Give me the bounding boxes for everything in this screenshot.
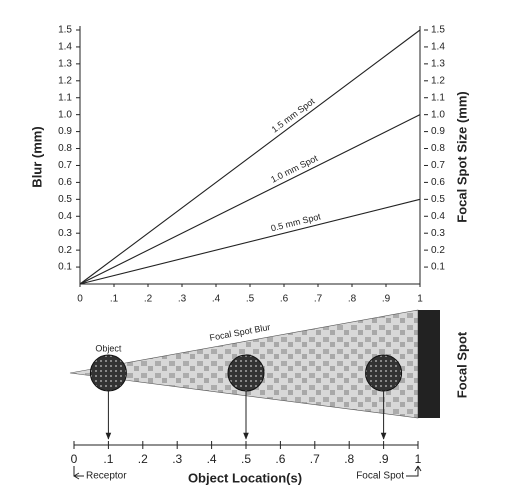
x-tick-label: .3 (172, 452, 182, 466)
y-tick-label: 0.3 (58, 228, 72, 239)
x-tick-label: .9 (382, 294, 391, 305)
x-tick-label: .4 (212, 294, 221, 305)
object-label: Object (95, 343, 122, 353)
focal-spot (418, 310, 440, 418)
y-tick-label: 1.3 (58, 59, 72, 70)
x-tick-label: 0 (77, 294, 83, 305)
y-tick-label: 0.4 (58, 211, 72, 222)
y-tick-label: 0.9 (58, 126, 72, 137)
receptor-arrow (73, 466, 84, 480)
x-tick-label: .2 (138, 452, 148, 466)
y2-tick-label: 1.1 (431, 92, 445, 103)
series-label: 1.5 mm Spot (270, 96, 317, 135)
focal-spot-label: Focal Spot (454, 331, 469, 398)
x-tick-label: 1 (417, 294, 423, 305)
x-tick-label: .1 (103, 452, 113, 466)
y-tick-label: 0.8 (58, 143, 72, 154)
y2-tick-label: 0.4 (431, 211, 445, 222)
focal-spot-arrow (406, 465, 422, 477)
x-tick-label: .4 (207, 452, 217, 466)
y2-tick-label: 0.6 (431, 177, 445, 188)
y2-tick-label: 0.5 (431, 194, 445, 205)
x-tick-label: .7 (310, 452, 320, 466)
object (227, 354, 265, 392)
y-tick-label: 1.4 (58, 42, 72, 53)
x-tick-label: .1 (110, 294, 119, 305)
x-tick-label: 1 (415, 452, 422, 466)
x-tick-label: .3 (178, 294, 187, 305)
y2-tick-label: 1.4 (431, 42, 445, 53)
x-tick-label: .9 (379, 452, 389, 466)
x-tick-label: .5 (246, 294, 255, 305)
y-tick-label: 0.2 (58, 245, 72, 256)
y-tick-label: 1.1 (58, 92, 72, 103)
y2-tick-label: 1.2 (431, 75, 445, 86)
y2-tick-label: 1.3 (431, 59, 445, 70)
y2-tick-label: 1.5 (431, 25, 445, 36)
y-tick-label: 0.5 (58, 194, 72, 205)
x-tick-label: .6 (280, 294, 289, 305)
y2-tick-label: 0.9 (431, 126, 445, 137)
y-tick-label: 1.2 (58, 75, 72, 86)
y2-tick-label: 0.8 (431, 143, 445, 154)
y2-tick-label: 1.0 (431, 109, 445, 120)
x-tick-label: .6 (275, 452, 285, 466)
series-line (79, 198, 421, 285)
x-axis-title: Object Location(s) (188, 470, 302, 485)
y-axis-title: Blur (mm) (29, 126, 44, 187)
series-line (79, 29, 421, 285)
x-tick-label: .7 (314, 294, 323, 305)
y-tick-label: 1.5 (58, 25, 72, 36)
series-line (79, 114, 421, 285)
y2-tick-label: 0.1 (431, 262, 445, 273)
x-tick-label: .5 (241, 452, 251, 466)
receptor-note: Receptor (86, 471, 127, 482)
object (365, 354, 403, 392)
y2-axis-title: Focal Spot Size (mm) (454, 91, 469, 222)
y-tick-label: 0.7 (58, 160, 72, 171)
object (89, 354, 127, 392)
y-tick-label: 1.0 (58, 109, 72, 120)
x-tick-label: .2 (144, 294, 153, 305)
y2-tick-label: 0.2 (431, 245, 445, 256)
focal-spot-note: Focal Spot (356, 471, 404, 482)
y-tick-label: 0.6 (58, 177, 72, 188)
x-tick-label: 0 (71, 452, 78, 466)
x-tick-label: .8 (348, 294, 357, 305)
y-tick-label: 0.1 (58, 262, 72, 273)
y2-tick-label: 0.7 (431, 160, 445, 171)
x-tick-label: .8 (344, 452, 354, 466)
y2-tick-label: 0.3 (431, 228, 445, 239)
